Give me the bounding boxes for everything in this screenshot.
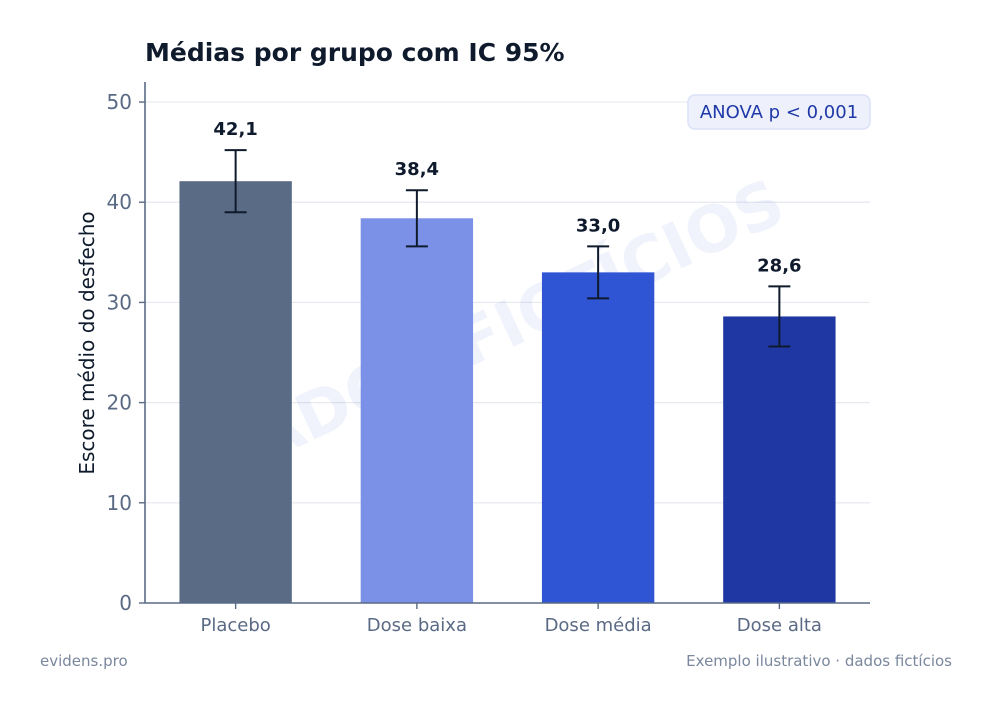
bar [541,272,655,603]
y-tick-label: 50 [107,90,132,114]
annotation-box [687,94,871,130]
data-label: 38,4 [395,159,439,180]
x-tick-label: Dose média [545,615,652,636]
footer-left: evidens.pro [40,652,128,670]
anova-annotation: ANOVA p < 0,001 [687,94,871,130]
y-ticks: 0 10 20 30 40 50 [107,90,145,615]
data-label: 28,6 [757,255,801,276]
bars: 42,1 38,4 33,0 28,6 [179,119,836,604]
x-tick-label: Dose alta [737,615,822,636]
annotation-text: ANOVA p < 0,001 [700,102,858,123]
data-label: 42,1 [213,119,257,140]
footer-right: Exemplo ilustrativo · dados fictícios [686,652,952,670]
x-tick-label: Dose baixa [367,615,467,636]
x-tick-label: Placebo [200,615,270,636]
data-label: 33,0 [576,215,620,236]
chart-title: Médias por grupo com IC 95% [145,38,565,67]
x-ticks: Placebo Dose baixa Dose média Dose alta [200,603,822,636]
y-tick-label: 10 [107,491,132,515]
y-axis-label: Escore médio do desfecho [75,211,99,474]
y-tick-label: 20 [107,391,132,415]
y-tick-label: 40 [107,190,132,214]
y-tick-label: 30 [107,290,132,314]
bar [179,181,292,604]
bar [723,316,836,603]
axes [144,82,870,604]
bar [360,218,474,603]
y-tick-label: 0 [119,591,132,615]
